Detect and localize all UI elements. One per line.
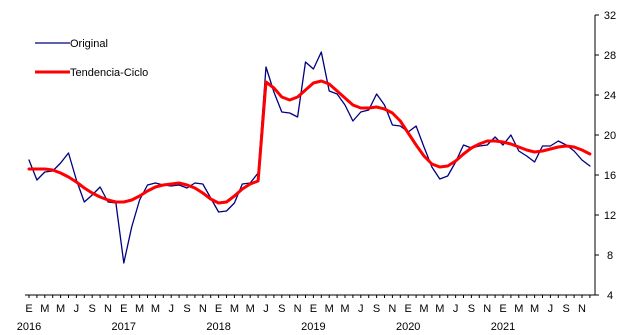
x-tick-label: J bbox=[453, 303, 459, 315]
x-tick-label: N bbox=[104, 303, 112, 315]
x-tick-label: E bbox=[25, 303, 32, 315]
x-tick-label: N bbox=[388, 303, 396, 315]
x-tick-label: S bbox=[468, 303, 475, 315]
x-tick-label: S bbox=[183, 303, 190, 315]
x-tick-label: J bbox=[548, 303, 554, 315]
x-tick-label: M bbox=[419, 303, 428, 315]
year-label: 2017 bbox=[112, 321, 136, 333]
x-tick-label: J bbox=[74, 303, 80, 315]
year-label: 2016 bbox=[17, 321, 41, 333]
x-tick-label: M bbox=[340, 303, 349, 315]
y-tick-label: 28 bbox=[604, 50, 616, 62]
x-tick-label: N bbox=[578, 303, 586, 315]
x-tick-label: M bbox=[514, 303, 523, 315]
x-tick-label: M bbox=[530, 303, 539, 315]
year-label: 2019 bbox=[301, 321, 325, 333]
x-tick-label: M bbox=[40, 303, 49, 315]
x-tick-label: N bbox=[294, 303, 302, 315]
y-tick-label: 32 bbox=[604, 10, 616, 22]
year-label: 2021 bbox=[491, 321, 515, 333]
x-tick-label: E bbox=[405, 303, 412, 315]
x-tick-label: J bbox=[358, 303, 364, 315]
x-tick-label: E bbox=[215, 303, 222, 315]
x-tick-label: S bbox=[563, 303, 570, 315]
x-tick-label: M bbox=[151, 303, 160, 315]
x-tick-label: N bbox=[483, 303, 491, 315]
year-label: 2018 bbox=[206, 321, 230, 333]
x-tick-label: M bbox=[435, 303, 444, 315]
x-tick-label: M bbox=[246, 303, 255, 315]
y-tick-label: 4 bbox=[607, 290, 613, 302]
x-tick-label: M bbox=[135, 303, 144, 315]
x-tick-label: M bbox=[56, 303, 65, 315]
x-tick-label: J bbox=[263, 303, 269, 315]
series-lines bbox=[27, 51, 592, 264]
x-tick-label: E bbox=[499, 303, 506, 315]
x-tick-label: M bbox=[325, 303, 334, 315]
x-tick-label: M bbox=[230, 303, 239, 315]
y-tick-label: 16 bbox=[604, 170, 616, 182]
series-line-original bbox=[28, 51, 591, 264]
x-tick-label: E bbox=[310, 303, 317, 315]
y-tick-label: 12 bbox=[604, 210, 616, 222]
legend-label-tendencia-ciclo: Tendencia-Ciclo bbox=[70, 67, 148, 79]
y-tick-label: 24 bbox=[604, 90, 616, 102]
legend-label-original: Original bbox=[70, 38, 108, 50]
x-tick-label: N bbox=[199, 303, 207, 315]
y-tick-label: 20 bbox=[604, 130, 616, 142]
year-label: 2020 bbox=[396, 321, 420, 333]
series-line-tendencia-ciclo bbox=[27, 79, 592, 205]
x-tick-label: E bbox=[120, 303, 127, 315]
x-tick-label: S bbox=[278, 303, 285, 315]
x-tick-label: S bbox=[89, 303, 96, 315]
x-tick-label: J bbox=[168, 303, 174, 315]
y-tick-label: 8 bbox=[607, 250, 613, 262]
x-tick-label: S bbox=[373, 303, 380, 315]
legend: Original Tendencia-Ciclo bbox=[35, 38, 148, 79]
